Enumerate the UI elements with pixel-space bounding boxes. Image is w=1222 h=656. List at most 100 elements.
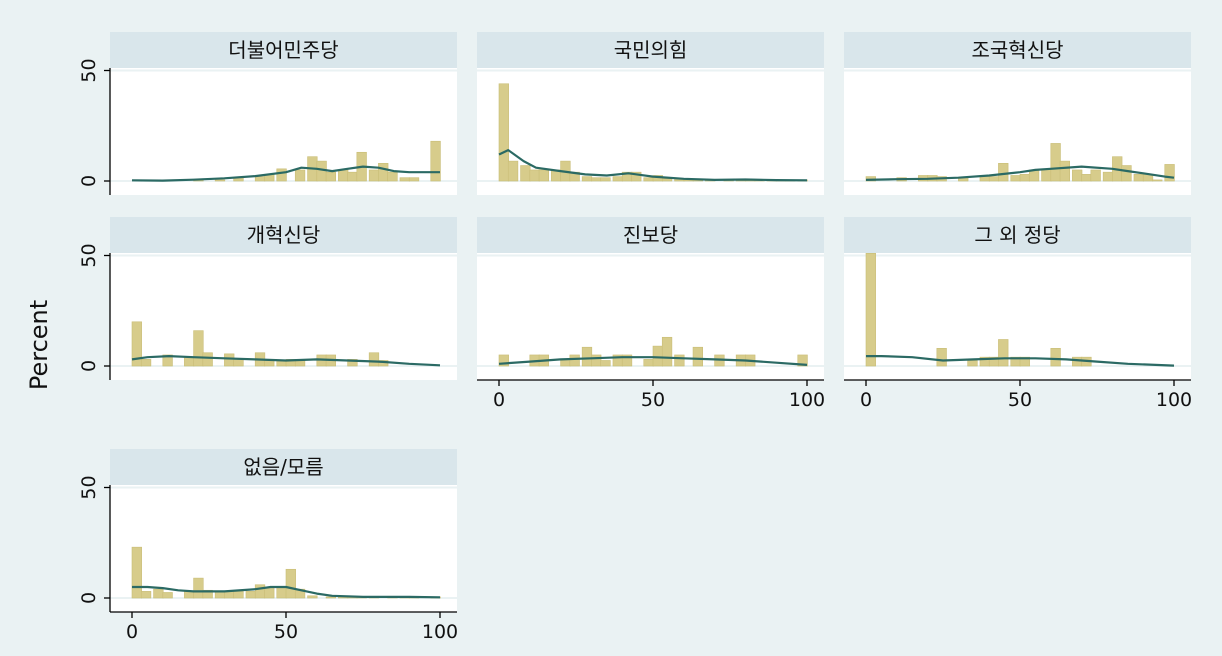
histogram-bar	[245, 591, 256, 599]
histogram-bar	[998, 163, 1009, 182]
histogram-bar	[214, 179, 226, 182]
histogram-bar	[936, 348, 947, 367]
x-tick-label: 0	[860, 389, 872, 411]
x-tick-label: 0	[126, 621, 138, 643]
y-tick-label: 50	[78, 243, 100, 267]
histogram-bar	[294, 169, 306, 182]
histogram-bar	[233, 591, 244, 599]
panel-title: 조국혁신당	[972, 38, 1064, 62]
histogram-bar	[162, 592, 173, 599]
histogram-bar	[140, 591, 152, 599]
histogram-bar	[140, 359, 152, 367]
panel-strip	[110, 32, 457, 68]
histogram-bar	[661, 178, 673, 182]
histogram-bar	[998, 339, 1009, 367]
x-tick-label: 50	[274, 621, 298, 643]
histogram-bar	[652, 345, 663, 367]
y-axis-label: Percent	[25, 300, 53, 390]
histogram-bar	[631, 171, 642, 182]
histogram-bar	[224, 353, 235, 367]
histogram-bar	[325, 596, 336, 599]
histogram-bar	[661, 336, 673, 367]
histogram-bar	[1121, 165, 1132, 182]
histogram-bar	[408, 177, 420, 182]
histogram-bar	[347, 359, 358, 367]
density-curve	[132, 585, 441, 599]
panel-5: 진보당 0 50 100	[477, 217, 825, 411]
panel-title: 더불어민주당	[228, 38, 338, 62]
histogram-bar	[1050, 348, 1061, 367]
histogram-bar	[347, 171, 358, 182]
histogram-bar	[368, 169, 380, 182]
x-tick-label: 50	[641, 389, 665, 411]
panel-strip	[110, 449, 457, 485]
histogram-bar	[264, 360, 275, 367]
panel-title: 국민의힘	[614, 38, 688, 62]
histogram-bar	[591, 354, 602, 367]
x-tick-label: 0	[493, 389, 505, 411]
panel-title: 진보당	[623, 223, 678, 247]
histogram-bar	[233, 359, 244, 367]
histogram-bar	[600, 177, 611, 182]
histogram-bar	[193, 330, 204, 367]
x-tick-label: 50	[1008, 389, 1032, 411]
histogram-bar	[1090, 169, 1101, 182]
histogram-bar	[674, 354, 685, 367]
histogram-bar	[131, 321, 142, 367]
histogram-bar	[498, 354, 509, 367]
density-curve	[498, 356, 808, 366]
panel-title: 없음/모름	[243, 455, 323, 479]
histogram-bar	[1059, 160, 1070, 182]
histogram-bar	[193, 577, 204, 599]
histogram-bar	[307, 595, 318, 599]
histogram-bar	[1010, 175, 1021, 182]
density-curve	[866, 355, 1175, 367]
histogram-bar	[1133, 174, 1144, 182]
histogram-bar	[507, 160, 519, 182]
histogram-bar	[1152, 179, 1163, 182]
x-tick-label: 100	[422, 621, 458, 643]
histogram-bar	[600, 360, 611, 367]
histogram-bar	[569, 354, 580, 367]
histogram-bar	[285, 568, 296, 599]
panel-strip	[477, 217, 824, 253]
plot-area	[844, 68, 1191, 195]
y-tick-label: 50	[78, 475, 100, 499]
panel-7: 없음/모름 0 50 0 50 100	[78, 449, 458, 643]
histogram-bar	[1102, 171, 1114, 182]
panel-1: 더불어민주당 0 50	[78, 32, 457, 195]
histogram-bar	[254, 176, 266, 182]
histogram-bar	[612, 176, 623, 182]
histogram-bar	[378, 163, 389, 182]
y-tick-label: 0	[78, 592, 100, 604]
histogram-bar	[498, 83, 509, 182]
y-tick-label: 50	[78, 58, 100, 82]
histogram-bar	[520, 165, 531, 182]
histogram-bar	[202, 352, 213, 367]
histogram-bar	[430, 140, 441, 182]
density-curve	[498, 149, 808, 182]
histogram-bar	[581, 176, 593, 182]
histogram-bar	[184, 356, 195, 367]
histogram-bar	[153, 588, 164, 599]
histogram-bar	[1164, 164, 1175, 182]
y-tick-label: 0	[78, 175, 100, 187]
density-curve	[131, 355, 441, 367]
histogram-bar	[399, 177, 410, 182]
panel-title: 그 외 정당	[974, 223, 1060, 247]
histogram-bar	[643, 359, 654, 367]
histogram-bar	[325, 171, 336, 182]
x-tick-label: 100	[789, 389, 825, 411]
histogram-bar	[276, 586, 287, 599]
histogram-bar	[1072, 169, 1083, 182]
histogram-bar	[581, 346, 593, 367]
histogram-bar	[1019, 174, 1030, 182]
histogram-bar	[131, 546, 142, 599]
panel-3: 조국혁신당	[844, 32, 1191, 195]
density-curve	[131, 165, 440, 182]
histogram-bar	[368, 352, 380, 367]
histogram-bar	[621, 354, 633, 367]
histogram-bar	[387, 171, 398, 182]
density-curve	[865, 165, 1175, 181]
panel-strip	[110, 217, 457, 253]
